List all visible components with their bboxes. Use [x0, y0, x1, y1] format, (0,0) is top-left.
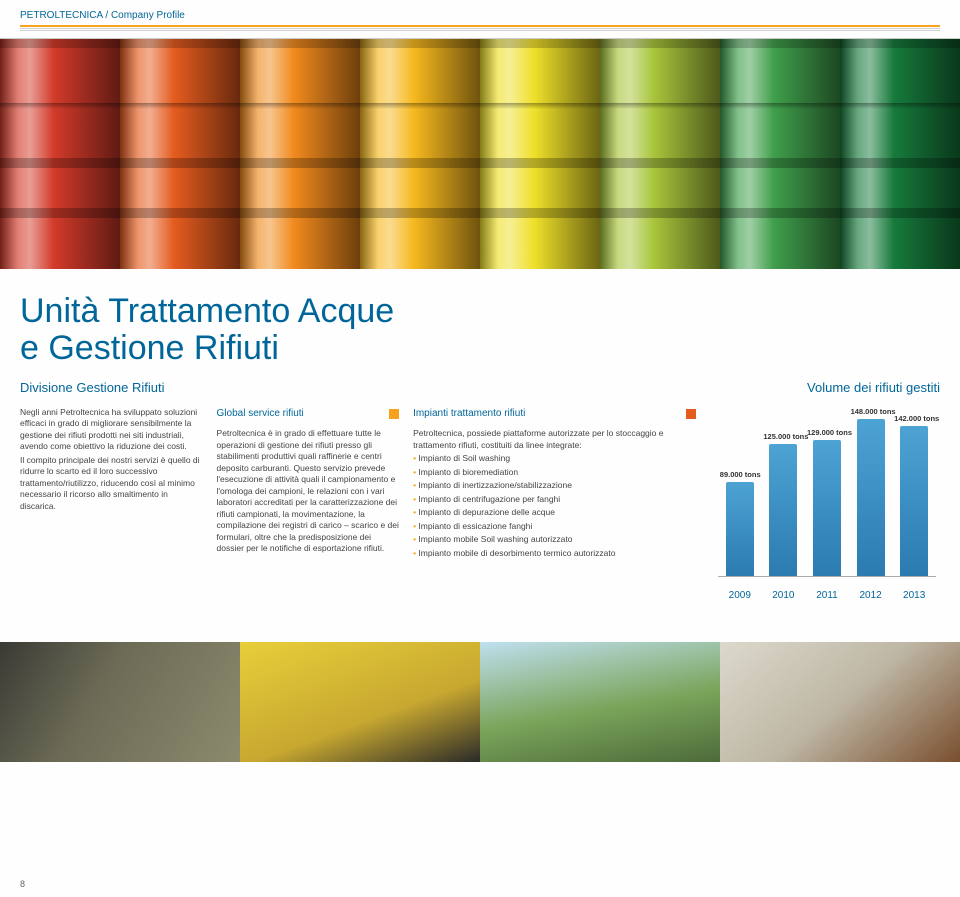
chart-x-label: 2012 [857, 590, 885, 601]
list-item: • Impianto di depurazione delle acque [413, 507, 696, 518]
hero-barrels-image [0, 39, 960, 269]
col2-heading: Global service rifiuti [217, 407, 400, 421]
col2-title-text: Global service rifiuti [217, 407, 304, 421]
title-line-1: Unità Trattamento Acque [20, 292, 394, 330]
chart-x-label: 2013 [900, 590, 928, 601]
chart-bar [726, 482, 754, 576]
thin-rule-2 [20, 30, 940, 31]
bottom-photo [240, 642, 480, 762]
chart-bar-value: 125.000 tons [763, 432, 808, 441]
chart-bar [769, 444, 797, 576]
bottom-photo [720, 642, 960, 762]
col3-color-icon [686, 409, 696, 419]
bottom-photo [480, 642, 720, 762]
bottom-photo [0, 642, 240, 762]
main-columns: Negli anni Petroltecnica ha sviluppato s… [0, 407, 960, 607]
barrel-image [120, 39, 240, 269]
col2-color-icon [389, 409, 399, 419]
subtitle-left: Divisione Gestione Rifiuti [20, 380, 165, 395]
bottom-photo-strip [0, 642, 960, 762]
orange-rule [20, 25, 940, 27]
chart-bar [813, 440, 841, 576]
col1-paragraph: Negli anni Petroltecnica ha sviluppato s… [20, 407, 203, 453]
col-impianti: Impianti trattamento rifiuti Petroltecni… [413, 407, 696, 561]
col2-body: Petroltecnica è in grado di effettuare t… [217, 428, 400, 554]
col3-heading: Impianti trattamento rifiuti [413, 407, 696, 421]
page-header: PETROLTECNICA / Company Profile [0, 0, 960, 25]
barrel-image [0, 39, 120, 269]
barrel-image [840, 39, 960, 269]
barrel-image [600, 39, 720, 269]
barrel-image [480, 39, 600, 269]
list-item: • Impianto di essicazione fanghi [413, 521, 696, 532]
list-item: • Impianto di centrifugazione per fanghi [413, 494, 696, 505]
col3-intro: Petroltecnica, possiede piattaforme auto… [413, 428, 696, 451]
chart-bar [900, 426, 928, 576]
chart-bar-value: 142.000 tons [894, 414, 939, 423]
col-global-service: Global service rifiuti Petroltecnica è i… [217, 407, 400, 557]
list-item: • Impianto di inertizzazione/stabilizzaz… [413, 480, 696, 491]
page-title: Unità Trattamento Acque e Gestione Rifiu… [0, 269, 960, 370]
col1-paragraph: Il compito principale dei nostri servizi… [20, 455, 203, 512]
chart-x-label: 2009 [726, 590, 754, 601]
page-number: 8 [20, 879, 25, 889]
chart-x-label: 2010 [769, 590, 797, 601]
chart-bar-value: 148.000 tons [851, 407, 896, 416]
thin-rule-1 [20, 28, 940, 29]
col3-bullets: • Impianto di Soil washing • Impianto di … [413, 453, 696, 559]
chart-bar [857, 419, 885, 575]
chart-area: 89.000 tons 125.000 tons129.000 tons 148.0… [718, 407, 936, 577]
barrel-image [720, 39, 840, 269]
chart-bar-value: 89.000 tons [720, 470, 761, 479]
list-item: • Impianto di Soil washing [413, 453, 696, 464]
title-line-2: e Gestione Rifiuti [20, 329, 279, 367]
waste-volume-chart: 89.000 tons 125.000 tons129.000 tons 148.0… [710, 407, 940, 607]
chart-bar-value: 129.000 tons [807, 428, 852, 437]
list-item: • Impianto di bioremediation [413, 467, 696, 478]
barrel-image [240, 39, 360, 269]
barrel-image [360, 39, 480, 269]
list-item: • Impianto mobile Soil washing autorizza… [413, 534, 696, 545]
col3-title-text: Impianti trattamento rifiuti [413, 407, 525, 421]
list-item: • Impianto mobile di desorbimento termic… [413, 548, 696, 559]
chart-x-label: 2011 [813, 590, 841, 601]
subtitle-row: Divisione Gestione Rifiuti Volume dei ri… [0, 370, 960, 407]
col-intro: Negli anni Petroltecnica ha sviluppato s… [20, 407, 203, 514]
subtitle-right: Volume dei rifiuti gestiti [807, 380, 940, 395]
